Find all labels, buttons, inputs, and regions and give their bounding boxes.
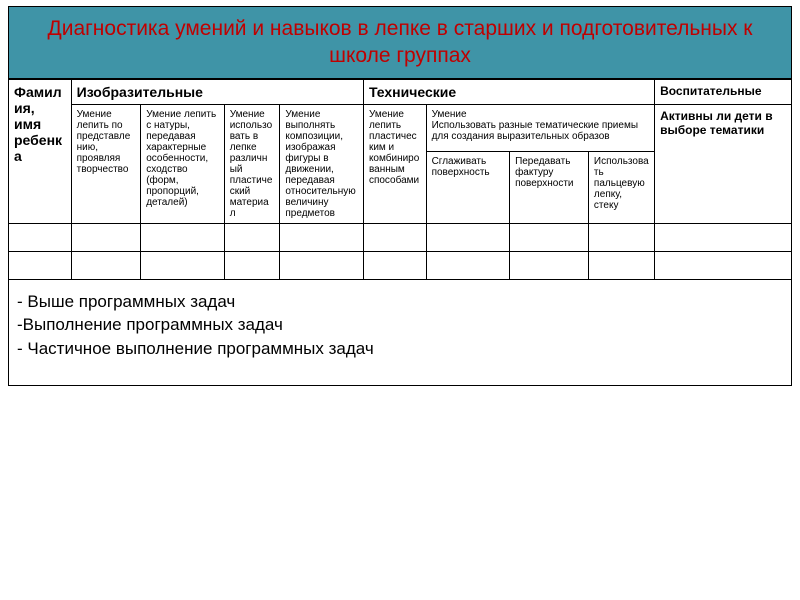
legend-line-1: - Выше программных задач	[17, 290, 783, 314]
table-row	[9, 251, 792, 279]
sub-t2c: Использовать пальцевую лепку, стеку	[588, 151, 654, 223]
sub-v2: Умение лепить с натуры, передавая характ…	[141, 104, 225, 223]
col-visual: Изобразительные	[71, 79, 363, 104]
sub-edu: Активны ли дети в выборе тематики	[655, 104, 792, 223]
sub-t1: Умение лепить пластическим и комбинирова…	[363, 104, 426, 223]
sub-t2: Умение Использовать разные тематические …	[426, 104, 655, 151]
sub-t2a: Сглаживать поверхность	[426, 151, 510, 223]
legend-line-3: - Частичное выполнение программных задач	[17, 337, 783, 361]
title-banner: Диагностика умений и навыков в лепке в с…	[8, 6, 792, 79]
sub-v3: Умение использовать в лепке различный пл…	[224, 104, 280, 223]
diagnostic-table: Фамилия, имя ребенка Изобразительные Тех…	[8, 79, 792, 386]
sub-v1: Умение лепить по представлению, проявляя…	[71, 104, 141, 223]
legend-line-2: -Выполнение программных задач	[17, 313, 783, 337]
sub-t2b: Передавать фактуру поверхности	[510, 151, 589, 223]
col-name: Фамилия, имя ребенка	[9, 79, 72, 223]
legend-cell: - Выше программных задач -Выполнение про…	[9, 279, 792, 385]
col-educational: Воспитательные	[655, 79, 792, 104]
col-technical: Технические	[363, 79, 654, 104]
sub-v4: Умение выполнять композиции, изображая ф…	[280, 104, 364, 223]
table-row	[9, 223, 792, 251]
